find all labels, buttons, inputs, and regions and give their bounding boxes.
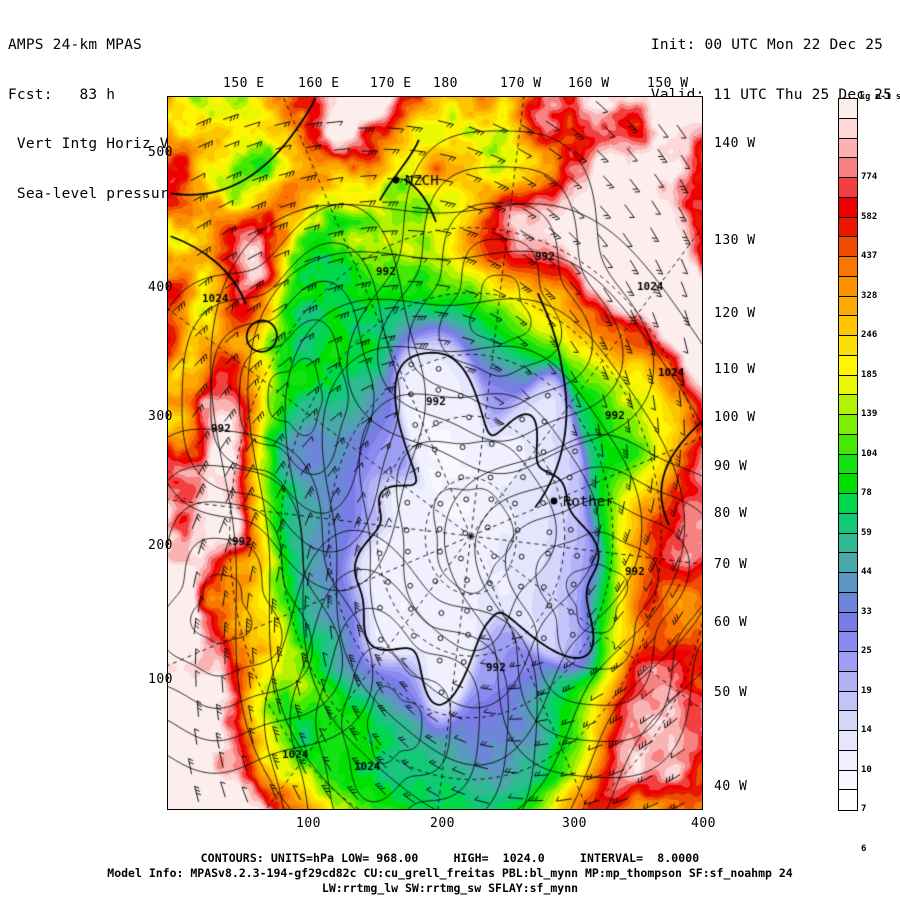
grid-tick-left-4: 100 — [148, 672, 173, 687]
lon-tick-top-4: 170 W — [500, 76, 542, 91]
colorbar-tick-14: 14 — [861, 725, 872, 735]
colorbar-cell[interactable] — [839, 375, 857, 396]
grid-tick-left-3: 200 — [148, 538, 173, 553]
colorbar-cell[interactable] — [839, 770, 857, 791]
colorbar-cell[interactable] — [839, 790, 857, 810]
lon-tick-right-5: 90 W — [714, 459, 748, 474]
colorbar-cell[interactable] — [839, 415, 857, 435]
lon-tick-right-7: 70 W — [714, 557, 748, 572]
lon-tick-right-8: 60 W — [714, 615, 748, 630]
colorbar-cell[interactable] — [839, 257, 857, 277]
map-plot-area[interactable] — [167, 96, 703, 810]
colorbar-cell[interactable] — [839, 474, 857, 494]
colorbar-cell[interactable] — [839, 750, 857, 771]
grid-tick-left-2: 300 — [148, 409, 173, 424]
colorbar-cell[interactable] — [839, 612, 857, 633]
lon-tick-right-0: 140 W — [714, 136, 756, 151]
colorbar-cell[interactable] — [839, 336, 857, 356]
lon-tick-right-9: 50 W — [714, 685, 748, 700]
colorbar-cell[interactable] — [839, 671, 857, 692]
colorbar-cell[interactable] — [839, 158, 857, 178]
grid-tick-bottom-1: 200 — [430, 816, 455, 831]
colorbar-tick-328: 328 — [861, 290, 878, 301]
grid-tick-bottom-0: 100 — [296, 816, 321, 831]
colorbar-cell[interactable] — [839, 592, 857, 613]
colorbar-tick-246: 246 — [861, 330, 878, 340]
lon-tick-top-0: 150 E — [223, 76, 265, 91]
colorbar-cell[interactable] — [839, 434, 857, 455]
colorbar-tick-582: 582 — [861, 211, 878, 222]
colorbar-cell[interactable] — [839, 652, 857, 672]
colorbar-cell[interactable] — [839, 691, 857, 712]
colorbar-tick-10: 10 — [861, 764, 872, 775]
colorbar-tick-7: 7 — [861, 804, 867, 814]
forecast-hour: Fcst: 83 h — [8, 86, 116, 103]
model-title: AMPS 24-km MPAS — [8, 37, 142, 53]
lon-tick-right-1: 130 W — [714, 233, 756, 248]
lon-tick-top-1: 160 E — [298, 76, 340, 91]
colorbar-cell[interactable] — [839, 296, 857, 317]
colorbar-tick-437: 437 — [861, 251, 878, 261]
lon-tick-right-4: 100 W — [714, 410, 756, 425]
colorbar-tick-139: 139 — [861, 409, 878, 419]
colorbar-cell[interactable] — [839, 513, 857, 534]
colorbar-cell[interactable] — [839, 573, 857, 593]
colorbar-cell[interactable] — [839, 494, 857, 514]
field-label-secondary: Sea-level pressure — [8, 185, 178, 202]
lon-tick-top-2: 170 E — [370, 76, 412, 91]
colorbar-tick-19: 19 — [861, 685, 872, 696]
colorbar-tick-78: 78 — [861, 488, 872, 498]
lon-tick-top-5: 160 W — [568, 76, 610, 91]
lon-tick-right-10: 40 W — [714, 779, 748, 794]
colorbar-cell[interactable] — [839, 178, 857, 198]
colorbar-cell[interactable] — [839, 533, 857, 554]
lon-tick-right-6: 80 W — [714, 506, 748, 521]
grid-tick-bottom-2: 300 — [562, 816, 587, 831]
init-time: Init: 00 UTC Mon 22 Dec 25 — [650, 37, 884, 53]
colorbar-tick-185: 185 — [861, 369, 878, 380]
colorbar-cell[interactable] — [839, 197, 857, 218]
colorbar-cell[interactable] — [839, 553, 857, 573]
colorbar-tick-44: 44 — [861, 567, 872, 577]
colorbar-cell[interactable] — [839, 237, 857, 257]
footer-physics-info: LW:rrtmg_lw SW:rrtmg_sw SFLAY:sf_mynn — [321, 881, 579, 895]
colorbar-cell[interactable] — [839, 99, 857, 119]
grid-tick-left-0: 500 — [148, 145, 173, 160]
grid-tick-left-1: 400 — [148, 280, 173, 295]
colorbar-cell[interactable] — [839, 217, 857, 238]
ivt-heatmap-canvas — [168, 97, 702, 809]
footer-contours-info: CONTOURS: UNITS=hPa LOW= 968.00 HIGH= 10… — [200, 851, 700, 865]
lon-tick-top-3: 180 — [433, 76, 458, 91]
colorbar[interactable] — [838, 98, 858, 811]
colorbar-tick-774: 774 — [861, 172, 878, 182]
grid-tick-bottom-3: 400 — [691, 816, 716, 831]
colorbar-cell[interactable] — [839, 711, 857, 731]
colorbar-tick-104: 104 — [861, 448, 878, 459]
colorbar-cell[interactable] — [839, 731, 857, 751]
colorbar-cell[interactable] — [839, 395, 857, 415]
colorbar-cell[interactable] — [839, 276, 857, 297]
lon-tick-top-6: 150 W — [647, 76, 689, 91]
lon-tick-right-3: 110 W — [714, 362, 756, 377]
colorbar-cell[interactable] — [839, 632, 857, 652]
colorbar-tick-59: 59 — [861, 527, 872, 538]
colorbar-tick-33: 33 — [861, 606, 872, 617]
colorbar-tick-6: 6 — [861, 843, 867, 854]
colorbar-tick-25: 25 — [861, 646, 872, 656]
colorbar-cell[interactable] — [839, 355, 857, 376]
colorbar-cell[interactable] — [839, 138, 857, 159]
colorbar-cell[interactable] — [839, 454, 857, 475]
colorbar-cell[interactable] — [839, 118, 857, 139]
colorbar-cell[interactable] — [839, 316, 857, 336]
colorbar-units-label: kg m-1 s-1 — [860, 92, 900, 102]
lon-tick-right-2: 120 W — [714, 306, 756, 321]
footer-model-info: Model Info: MPASv8.2.3-194-gf29cd82c CU:… — [107, 866, 793, 880]
